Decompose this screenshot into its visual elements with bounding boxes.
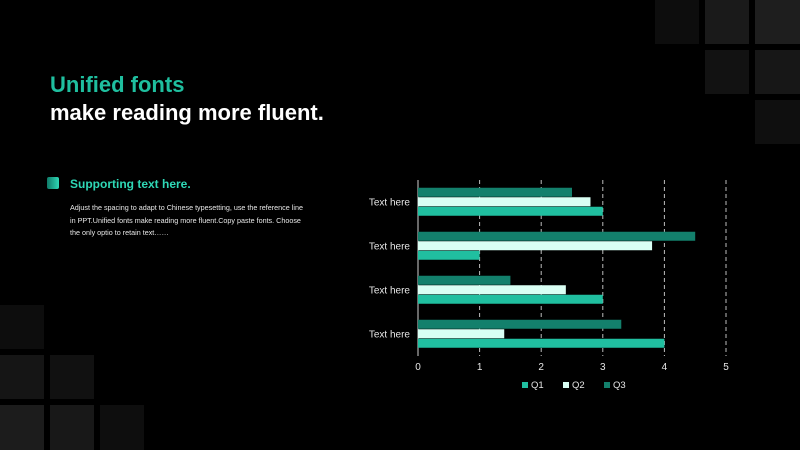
bg-tile [755, 50, 800, 94]
bar-q1 [418, 250, 480, 260]
bg-tile [100, 405, 144, 450]
title-line-1: Unified fonts [50, 72, 185, 97]
bar-q3 [418, 275, 511, 285]
x-tick-label: 5 [723, 362, 729, 373]
legend-swatch-q3 [604, 382, 610, 388]
x-tick-label: 3 [600, 362, 606, 373]
bg-tile [705, 0, 749, 44]
legend-swatch-q1 [522, 382, 528, 388]
category-label: Text here [369, 242, 411, 253]
title-line-2: make reading more fluent. [50, 100, 324, 125]
x-tick-label: 2 [538, 362, 544, 373]
bar-chart: 0 1 2 3 4 5 Text here Text here Text here Text he… [369, 180, 729, 391]
x-tick-label: 0 [415, 362, 421, 373]
x-tick-label: 4 [662, 362, 668, 373]
legend-label: Q1 [531, 380, 544, 391]
bar-q1 [418, 294, 603, 304]
legend-label: Q3 [613, 380, 626, 391]
bar-q3 [418, 231, 696, 241]
bg-tile [705, 50, 749, 94]
bar-q2 [418, 329, 505, 339]
bg-tile [755, 100, 800, 144]
legend-swatch-q2 [563, 382, 569, 388]
category-label: Text here [369, 330, 411, 341]
bar-q1 [418, 206, 603, 216]
bg-tile [50, 405, 94, 450]
supporting-marker-icon [47, 177, 59, 189]
bg-tile [50, 355, 94, 399]
bg-tile [0, 405, 44, 450]
category-label: Text here [369, 198, 411, 209]
bg-tile [0, 355, 44, 399]
supporting-body-text: Adjust the spacing to adapt to Chinese t… [70, 203, 303, 237]
x-tick-label: 1 [477, 362, 483, 373]
legend-label: Q2 [572, 380, 585, 391]
bar-q3 [418, 187, 572, 197]
bg-tile [655, 0, 699, 44]
category-label: Text here [369, 286, 411, 297]
bar-q1 [418, 338, 665, 348]
bg-tile [755, 0, 800, 44]
bar-q2 [418, 285, 566, 295]
supporting-heading: Supporting text here. [70, 177, 191, 191]
bar-q3 [418, 319, 622, 329]
bar-q2 [418, 197, 591, 207]
bar-q2 [418, 241, 653, 251]
bg-tile [0, 305, 44, 349]
